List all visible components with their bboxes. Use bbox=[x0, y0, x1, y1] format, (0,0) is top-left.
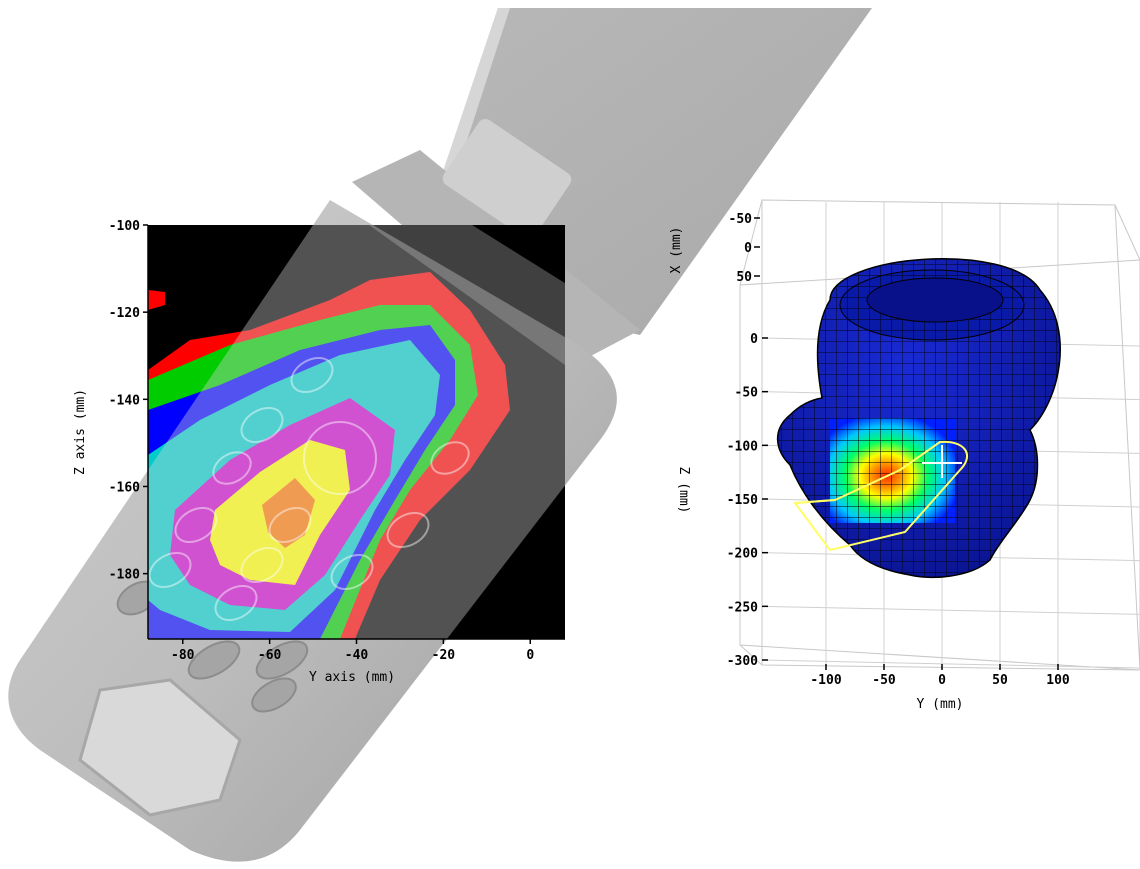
contour-y-tick-label: -180 bbox=[109, 568, 140, 583]
head-z-tick-label: 0 bbox=[750, 332, 758, 347]
head-y-axis-label: Y (mm) bbox=[917, 697, 964, 712]
phone-overlay-upper bbox=[369, 225, 565, 365]
head-y-tick-label: 100 bbox=[1046, 673, 1070, 688]
contour-chart: -100 -120 -140 -160 -180 -80 -60 -40 -20 0 Y axi… bbox=[73, 219, 565, 685]
3d-box-wireframe bbox=[739, 199, 1140, 671]
keypad-keys bbox=[116, 580, 309, 713]
contour-x-tick-label: -60 bbox=[258, 648, 282, 663]
phone-overlay bbox=[148, 225, 565, 639]
head-z-gridline bbox=[761, 605, 1140, 615]
keypad-overlay bbox=[148, 356, 470, 622]
head-z-tick-label: -150 bbox=[727, 493, 758, 508]
contour-y-tick-label: -120 bbox=[109, 306, 140, 321]
head-x-ticks: -50 0 50 bbox=[729, 212, 760, 285]
head-z-tick-label: -250 bbox=[727, 600, 758, 615]
contour-x-tick-label: -80 bbox=[171, 648, 195, 663]
head-3d-chart: -300 -250 -200 -150 -100 -50 0 -50 0 50 -100 -50 0… bbox=[669, 199, 1140, 712]
phone-lid-window bbox=[442, 119, 572, 239]
phone-bottom-pad bbox=[78, 678, 242, 817]
contour-x-tick-label: -40 bbox=[345, 648, 369, 663]
crosshair-marker bbox=[922, 445, 962, 478]
contour-y-tick-label: -140 bbox=[109, 393, 140, 408]
head-z-tick-label: -200 bbox=[727, 547, 758, 562]
head-x-tick-label: 0 bbox=[744, 241, 752, 256]
contour-level-7 bbox=[262, 478, 315, 548]
contour-x-tick-label: -20 bbox=[432, 648, 456, 663]
head-x-axis-label: X (mm) bbox=[669, 227, 684, 274]
head-z-tick-label: -300 bbox=[727, 654, 758, 669]
head-y-tick-label: 50 bbox=[992, 673, 1008, 688]
head-y-tick-label: -50 bbox=[872, 673, 896, 688]
phone-outline-edge bbox=[794, 499, 836, 504]
head-z-gridline bbox=[761, 659, 1140, 669]
contour-x-ticks: -80 -60 -40 -20 0 bbox=[171, 639, 534, 663]
head-y-tick-label: 0 bbox=[938, 673, 946, 688]
head-y-tick-label: -100 bbox=[810, 673, 841, 688]
head-z-tick-label: -100 bbox=[727, 439, 758, 454]
contour-y-ticks: -100 -120 -140 -160 -180 bbox=[109, 219, 148, 583]
head-z-ticks: -300 -250 -200 -150 -100 -50 0 bbox=[727, 332, 768, 669]
phone-outline-on-head bbox=[793, 440, 969, 552]
contour-y-tick-label: -100 bbox=[109, 219, 140, 234]
head-x-tick-label: -50 bbox=[729, 212, 753, 227]
head-z-tick-label: -50 bbox=[735, 386, 759, 401]
head-y-ticks: -100 -50 0 50 100 bbox=[810, 664, 1070, 688]
contour-x-axis-label: Y axis (mm) bbox=[309, 670, 395, 685]
contour-x-tick-label: 0 bbox=[526, 648, 534, 663]
head-phantom bbox=[776, 258, 1061, 579]
head-x-tick-label: 50 bbox=[736, 270, 752, 285]
head-z-axis-label: Z (mm) bbox=[676, 467, 691, 514]
contour-y-tick-label: -160 bbox=[109, 480, 140, 495]
contour-y-axis-label: Z axis (mm) bbox=[73, 389, 88, 475]
